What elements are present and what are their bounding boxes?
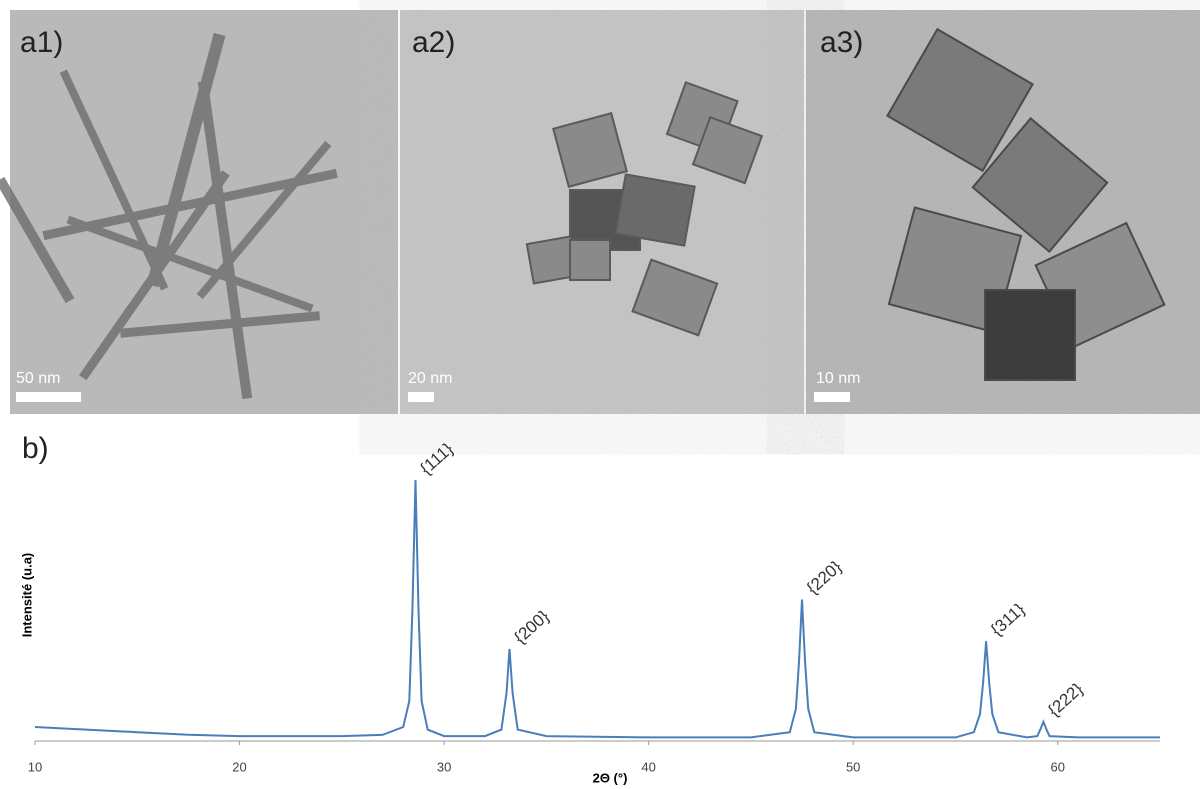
y-axis-label: Intensité (u.a): [19, 553, 34, 638]
x-axis-label: 2Θ (°): [593, 770, 628, 785]
x-tick-label: 30: [437, 759, 451, 774]
panel-label: a1): [20, 26, 63, 59]
x-tick-label: 10: [28, 759, 42, 774]
panel-label: a3): [820, 26, 863, 59]
tem-image: [806, 10, 1200, 414]
x-tick-label: 50: [846, 759, 860, 774]
x-tick-label: 20: [232, 759, 246, 774]
scale-label: 20 nm: [408, 370, 452, 387]
peak-label: {200}: [511, 606, 553, 647]
peak-label: {220}: [803, 557, 845, 598]
x-tick-label: 60: [1050, 759, 1064, 774]
tem-image: [0, 10, 398, 414]
panel-label: a2): [412, 26, 455, 59]
peak-label: {222}: [1044, 679, 1086, 720]
tem-image: [400, 10, 804, 414]
line: [34, 479, 1160, 739]
x-tick-label: 40: [641, 759, 655, 774]
scale-label: 50 nm: [16, 370, 60, 387]
peak-label: {311}: [987, 599, 1029, 639]
peak-label: {111}: [416, 439, 457, 478]
panel-label: b): [22, 432, 49, 465]
scale-label: 10 nm: [816, 370, 860, 387]
